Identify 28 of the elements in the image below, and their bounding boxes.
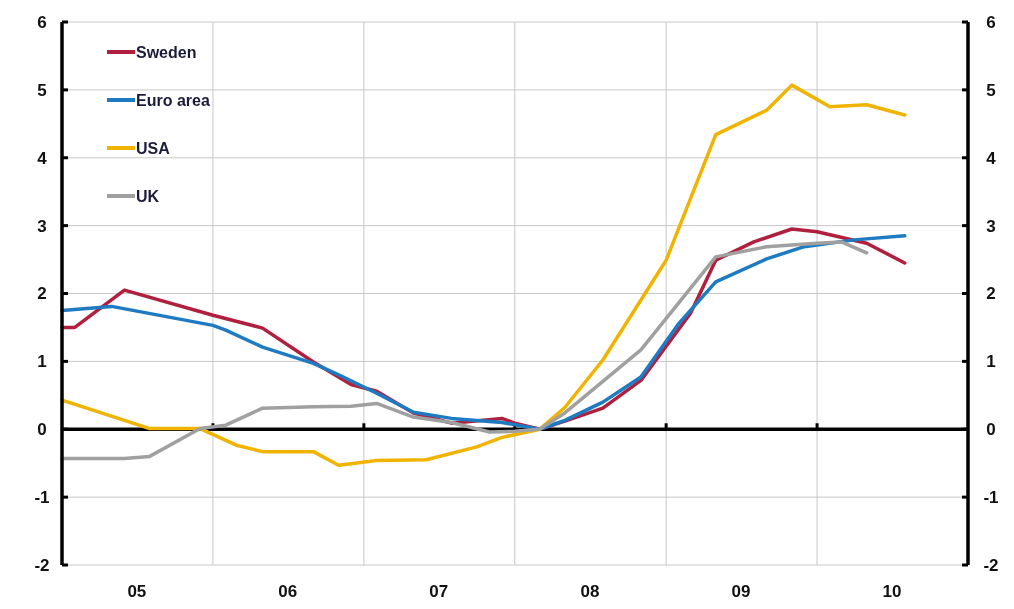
y-tick-label: 1 xyxy=(37,352,47,372)
y-tick-label: 5 xyxy=(37,80,47,100)
y2-tick-label: 3 xyxy=(986,216,996,236)
y2-tick-label: 5 xyxy=(986,80,996,100)
x-tick-label: 07 xyxy=(429,582,449,601)
x-tick-label: 08 xyxy=(580,582,600,601)
y2-tick-label: 0 xyxy=(986,420,996,440)
y-tick-label: -2 xyxy=(34,555,50,575)
y-tick-label: 4 xyxy=(37,148,48,168)
x-tick-label: 05 xyxy=(127,582,147,601)
y2-tick-label: 6 xyxy=(986,12,996,32)
y2-tick-label: 2 xyxy=(986,284,996,304)
legend-label: Euro area xyxy=(136,91,210,109)
x-tick-label: 09 xyxy=(731,582,751,601)
y2-tick-label: -2 xyxy=(983,555,999,575)
legend-label: UK xyxy=(136,187,160,205)
y-tick-label: 0 xyxy=(37,420,47,440)
x-tick-label: 10 xyxy=(882,582,902,601)
y2-tick-label: -1 xyxy=(983,488,999,508)
x-tick-label: 06 xyxy=(278,582,298,601)
legend-label: USA xyxy=(136,139,171,157)
y-tick-label: 2 xyxy=(37,284,47,304)
legend-label: Sweden xyxy=(136,43,197,61)
y2-tick-label: 1 xyxy=(986,352,996,372)
y-tick-label: 3 xyxy=(37,216,47,236)
y2-tick-label: 4 xyxy=(986,148,997,168)
y-tick-label: -1 xyxy=(34,488,50,508)
y-tick-label: 6 xyxy=(37,12,47,32)
